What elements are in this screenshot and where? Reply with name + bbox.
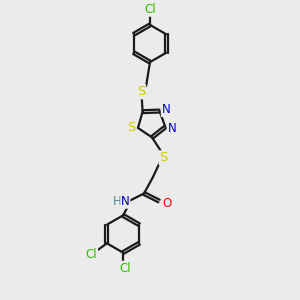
Text: N: N — [168, 122, 176, 135]
Text: S: S — [127, 122, 136, 134]
Text: N: N — [162, 103, 170, 116]
Text: S: S — [160, 151, 168, 164]
Text: S: S — [137, 85, 145, 98]
Text: Cl: Cl — [85, 248, 97, 261]
Text: Cl: Cl — [144, 3, 156, 16]
Text: O: O — [163, 197, 172, 210]
Text: N: N — [121, 195, 130, 208]
Text: H: H — [113, 195, 122, 208]
Text: Cl: Cl — [120, 262, 131, 275]
